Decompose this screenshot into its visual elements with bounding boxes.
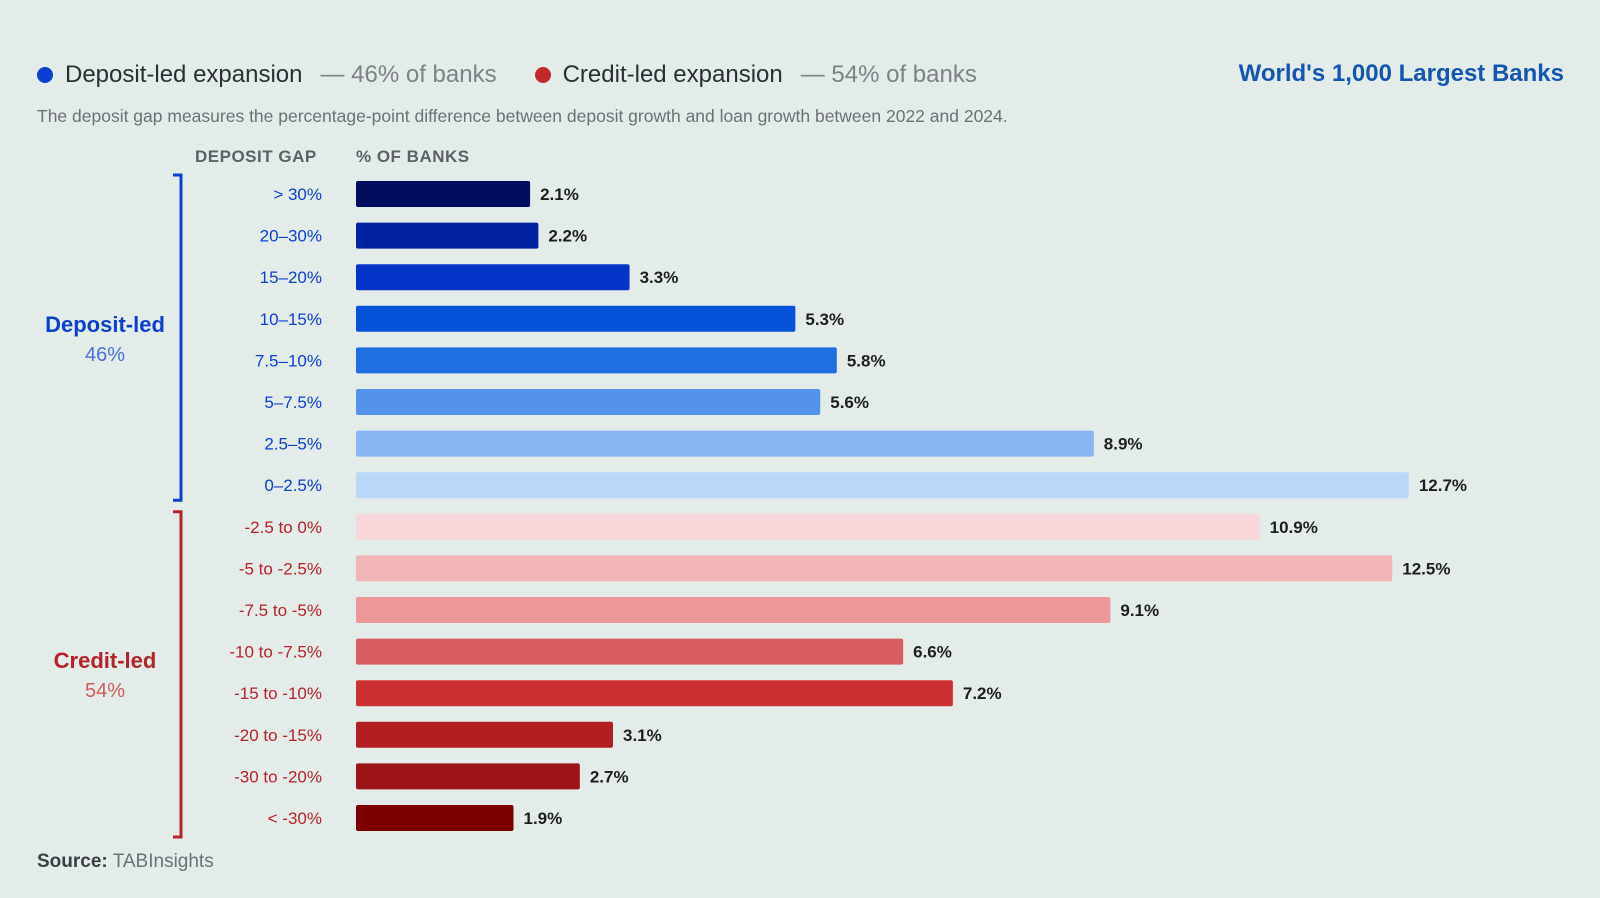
bracket-deposit: [173, 173, 183, 502]
data-label: 5.8%: [847, 351, 886, 370]
source-text: TABInsights: [112, 851, 214, 872]
legend-dot-credit: [534, 67, 551, 83]
data-label: 9.1%: [1120, 601, 1159, 620]
category-label: -10 to -7.5%: [229, 643, 322, 662]
corner-title: World's 1,000 Largest Banks: [1238, 60, 1564, 87]
group-share-credit: 54%: [84, 679, 126, 702]
group-brackets: [173, 173, 183, 839]
chart-subtitle: The deposit gap measures the percentage-…: [37, 106, 1008, 126]
bar: [356, 638, 904, 665]
data-label: 2.1%: [540, 185, 579, 204]
group-title-deposit: Deposit-led: [45, 312, 165, 337]
data-label: 2.7%: [590, 767, 629, 786]
data-label: 10.9%: [1270, 518, 1318, 537]
data-label: 12.5%: [1402, 559, 1450, 578]
group-label-credit: Credit-led 54%: [20, 645, 190, 706]
category-label: 20–30%: [260, 227, 322, 246]
category-label: 10–15%: [260, 310, 322, 329]
group-share-deposit: 46%: [84, 343, 126, 366]
data-label: 6.6%: [913, 643, 952, 662]
bar: [356, 347, 837, 374]
bar: [356, 680, 953, 707]
category-label: 7.5–10%: [255, 351, 322, 370]
bracket-credit: [173, 510, 183, 839]
bar: [356, 472, 1409, 499]
data-label: 5.6%: [830, 393, 869, 412]
bar: [356, 555, 1393, 582]
data-label: 5.3%: [805, 310, 844, 329]
source-note: Source: TABInsights: [37, 851, 214, 873]
group-title-credit: Credit-led: [53, 648, 157, 673]
legend-dot-deposit: [37, 67, 53, 83]
data-label: 2.2%: [548, 227, 587, 246]
bar: [356, 597, 1111, 623]
data-label: 3.3%: [640, 268, 679, 287]
legend-item-credit: Credit-led expansion — 54% of banks: [534, 61, 977, 89]
bar: [356, 430, 1094, 457]
category-label: -7.5 to -5%: [239, 601, 322, 620]
data-label: 3.1%: [623, 726, 662, 745]
source-label: Source:: [37, 851, 108, 872]
category-label: 2.5–5%: [264, 435, 322, 454]
category-label: 15–20%: [260, 268, 322, 287]
data-label: 1.9%: [524, 809, 563, 828]
category-label: 0–2.5%: [264, 476, 322, 495]
category-label: < -30%: [268, 809, 322, 828]
category-label: -20 to -15%: [234, 726, 322, 745]
legend-share-credit: — 54% of banks: [800, 61, 977, 88]
bar: [356, 805, 514, 831]
data-label: 7.2%: [963, 684, 1002, 703]
bar: [356, 513, 1260, 540]
bar: [356, 305, 796, 332]
bar: [356, 264, 630, 291]
legend: Deposit-led expansion — 46% of banks Cre…: [37, 58, 1015, 92]
bar: [356, 721, 613, 748]
legend-share-deposit: — 46% of banks: [320, 61, 497, 88]
column-header-pct: % OF BANKS: [356, 147, 470, 166]
bar-rows: > 30% 2.1% 20–30% 2.2% 15–20% 3.3% 10–15% 5.3% 7…: [229, 181, 1467, 831]
category-label: > 30%: [273, 185, 322, 204]
legend-item-deposit: Deposit-led expansion — 46% of banks: [37, 61, 497, 89]
legend-name-deposit: Deposit-led expansion: [65, 61, 303, 88]
legend-name-credit: Credit-led expansion: [562, 61, 783, 88]
bar: [356, 181, 531, 207]
bar: [356, 763, 580, 790]
bar: [356, 222, 539, 249]
category-label: -2.5 to 0%: [245, 518, 323, 537]
data-label: 12.7%: [1419, 476, 1467, 495]
category-label: -15 to -10%: [234, 684, 322, 703]
column-header-gap: DEPOSIT GAP: [195, 147, 317, 166]
bar: [356, 389, 821, 415]
data-label: 8.9%: [1104, 435, 1143, 454]
category-label: -5 to -2.5%: [239, 559, 322, 578]
group-label-deposit: Deposit-led 46%: [20, 309, 190, 370]
category-label: 5–7.5%: [264, 393, 322, 412]
category-label: -30 to -20%: [234, 767, 322, 786]
